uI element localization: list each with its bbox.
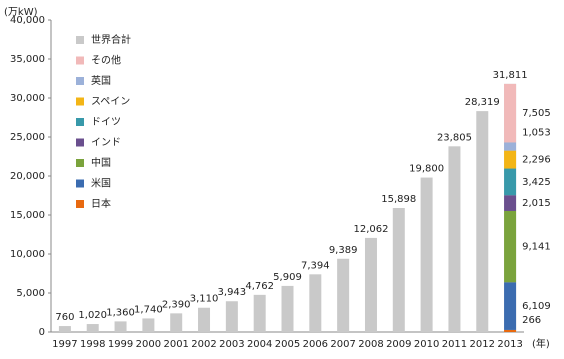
bar [86, 324, 99, 332]
x-tick-label: 2012 [470, 339, 495, 350]
value-label: 19,800 [409, 164, 444, 175]
y-tick-label: 35,000 [10, 54, 45, 65]
stacked-bar [504, 329, 517, 332]
legend-swatch [76, 159, 84, 167]
x-tick-label: 2001 [163, 339, 188, 350]
stacked-bar [504, 282, 517, 330]
stacked-bar [504, 150, 517, 169]
y-tick-label: 25,000 [10, 132, 45, 143]
legend-label: インド [91, 138, 121, 149]
legend-label: 日本 [91, 197, 111, 210]
x-tick-label: 2008 [358, 339, 383, 350]
y-tick-label: 20,000 [10, 171, 45, 182]
x-tick-label: 2000 [136, 339, 161, 350]
legend-swatch [76, 138, 84, 147]
value-label: 9,389 [329, 245, 358, 256]
legend-label: 英国 [91, 74, 111, 87]
value-label: 5,909 [273, 272, 302, 283]
bar [337, 258, 350, 332]
value-label: 31,811 [493, 70, 528, 81]
value-label: 1,740 [134, 304, 163, 315]
y-unit: (万kW) [4, 7, 38, 18]
value-label: 2,390 [162, 299, 191, 310]
value-label: 1,020 [78, 310, 107, 321]
legend-label: その他 [91, 54, 121, 67]
bar [476, 111, 489, 332]
value-label: 7,505 [522, 108, 551, 119]
y-tick-label: 0 [39, 327, 45, 338]
stacked-bar [504, 168, 517, 196]
x-tick-label: 2011 [442, 339, 467, 350]
bar [58, 326, 71, 332]
legend-swatch [76, 56, 84, 65]
x-tick-label: 1998 [80, 339, 105, 350]
value-label: 6,109 [522, 301, 551, 312]
x-tick-label: 2002 [191, 339, 216, 350]
legend-swatch [76, 179, 84, 188]
legend-label: スペイン [91, 97, 130, 108]
bar [114, 321, 127, 332]
legend-label: 米国 [91, 177, 111, 190]
x-tick-label: 2003 [219, 339, 244, 350]
x-tick-label: 2007 [330, 339, 355, 350]
x-tick-label: 2004 [247, 339, 272, 350]
bar [170, 313, 183, 332]
legend-swatch [76, 118, 84, 126]
value-label: 28,319 [465, 97, 500, 108]
value-label: 15,898 [381, 194, 416, 205]
bar [392, 207, 405, 332]
bar [281, 285, 294, 332]
stacked-bar [504, 142, 517, 151]
bar [253, 294, 266, 332]
value-label: 3,943 [218, 287, 247, 298]
value-label: 266 [522, 315, 541, 326]
value-label: 1,360 [106, 307, 135, 318]
value-label: 3,425 [522, 177, 551, 188]
y-tick-label: 30,000 [10, 93, 45, 104]
x-tick-label: 2005 [275, 339, 300, 350]
x-tick-label: 2013 [497, 339, 522, 350]
x-tick-label: 2010 [414, 339, 439, 350]
y-tick-label: 40,000 [10, 15, 45, 26]
value-label: 7,394 [301, 260, 330, 271]
legend-swatch [76, 77, 84, 85]
legend-swatch [76, 36, 84, 44]
x-tick-label: 1997 [52, 339, 77, 350]
x-tick-label: 1999 [108, 339, 133, 350]
y-tick-label: 10,000 [10, 249, 45, 260]
value-label: 4,762 [245, 281, 274, 292]
bar [225, 301, 238, 332]
legend-swatch [76, 97, 84, 106]
x-unit: (年) [532, 337, 550, 350]
value-label: 23,805 [437, 132, 472, 143]
legend-label: 世界合計 [91, 33, 131, 46]
x-tick-label: 2009 [386, 339, 411, 350]
stacked-bar [504, 83, 517, 143]
value-label: 2,296 [522, 155, 551, 166]
bar [309, 274, 322, 332]
bar [420, 177, 433, 332]
value-label: 12,062 [353, 224, 388, 235]
x-tick-label: 2006 [303, 339, 328, 350]
legend-label: 中国 [91, 156, 111, 169]
legend-label: ドイツ [91, 117, 121, 128]
y-tick-label: 15,000 [10, 210, 45, 221]
value-label: 2,015 [522, 198, 551, 209]
y-tick-label: 5,000 [16, 288, 45, 299]
value-label: 760 [55, 312, 74, 323]
bar [448, 146, 461, 332]
bar [364, 237, 377, 332]
value-label: 9,141 [522, 242, 551, 253]
legend-swatch [76, 200, 84, 208]
stacked-bar [504, 210, 517, 283]
stacked-bar [504, 195, 517, 211]
bar [198, 307, 211, 332]
value-label: 1,053 [522, 127, 551, 138]
bar [142, 318, 155, 332]
value-label: 3,110 [190, 294, 219, 305]
